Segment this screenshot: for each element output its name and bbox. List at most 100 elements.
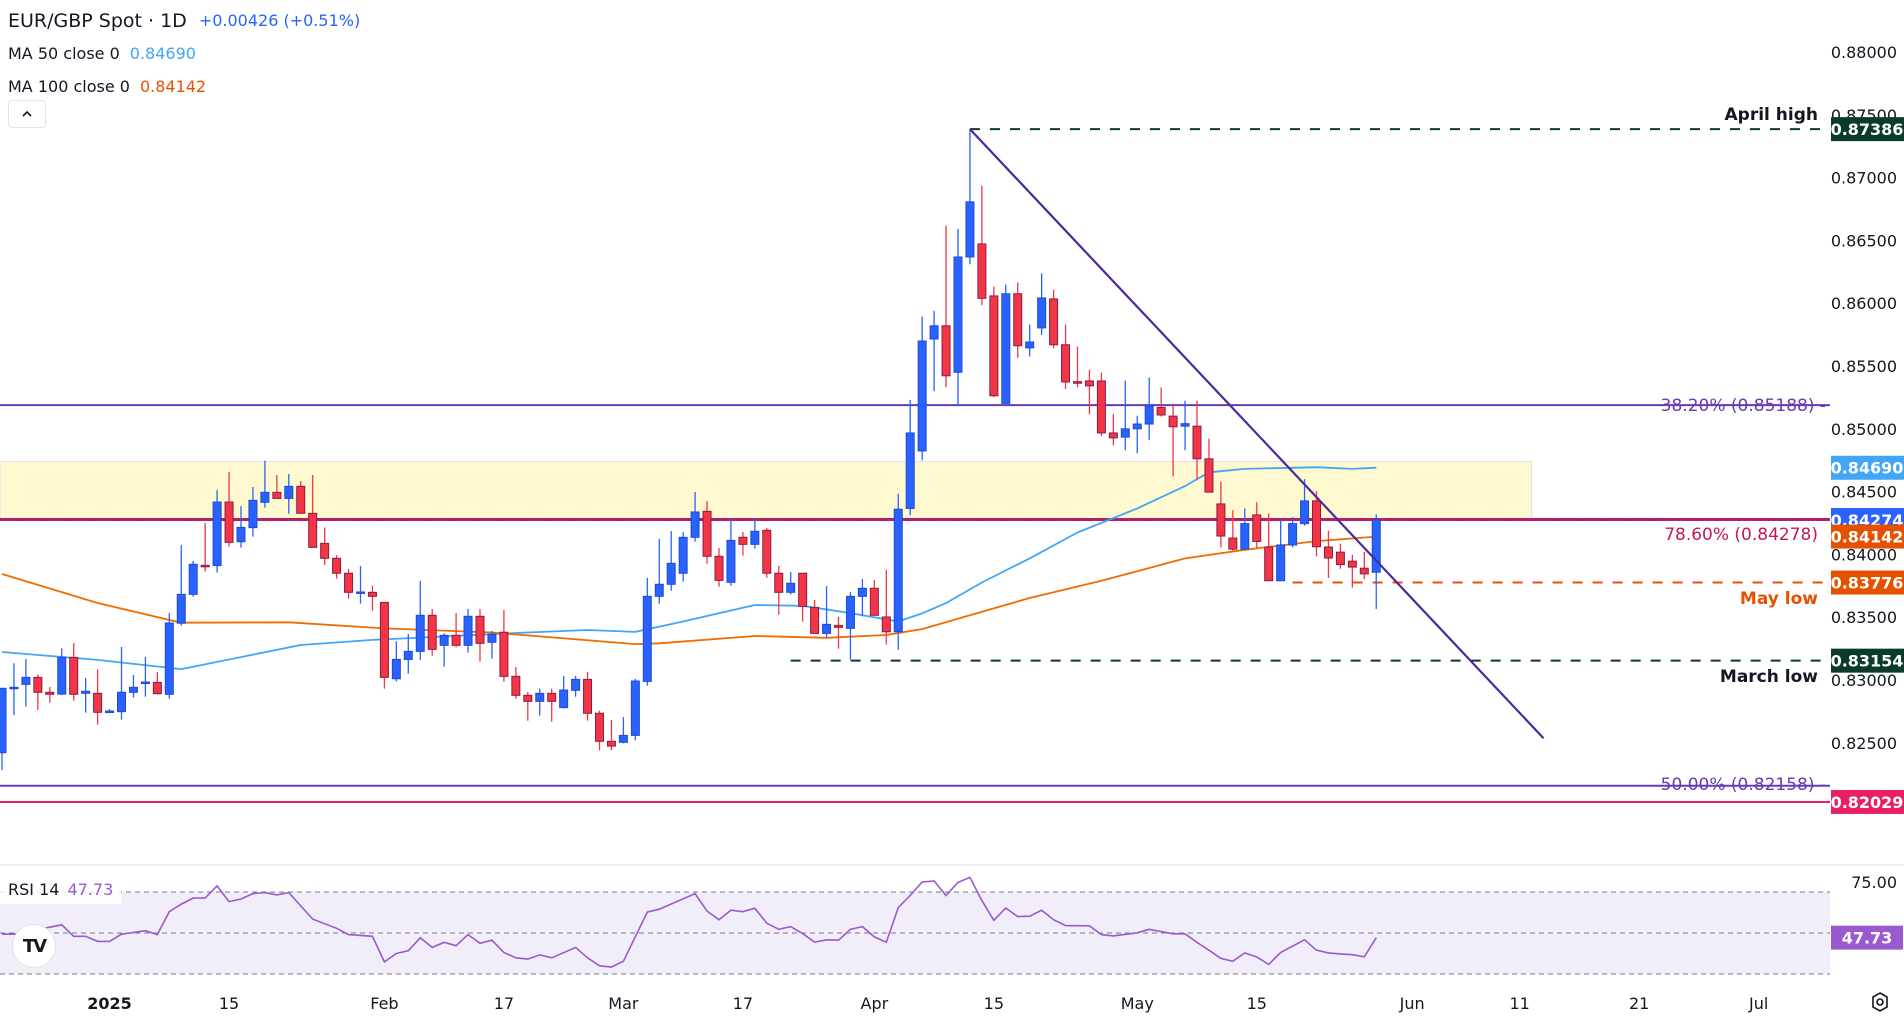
candle (200, 523, 210, 572)
fib-50-label: 50.00% (0.82158) - (1661, 775, 1826, 795)
candle (1120, 380, 1130, 451)
candle (1180, 400, 1190, 451)
candle-body (45, 691, 55, 695)
candle (917, 316, 927, 461)
candle (1096, 372, 1106, 437)
ma50-legend[interactable]: MA 50 close 0 0.84690 (8, 37, 360, 70)
candle-body (272, 491, 282, 499)
candle-body (774, 572, 784, 593)
candle-body (750, 530, 760, 545)
candle-body (678, 536, 688, 574)
descending-trendline[interactable] (969, 128, 1545, 740)
candle (296, 481, 306, 514)
time-axis[interactable]: 2025 15 Feb 17 Mar 17 Apr 15 May 15 Jun 11 21 Jul (87, 994, 1768, 1013)
candle (1276, 519, 1286, 582)
candle (463, 609, 473, 653)
candle-body (1168, 415, 1178, 428)
candle (654, 538, 664, 604)
candle (451, 613, 461, 648)
price-tick-label: 0.85000 (1831, 420, 1897, 439)
candle-body (1347, 560, 1357, 568)
candle-body (786, 582, 796, 593)
candle (1144, 377, 1154, 441)
candle (1049, 289, 1059, 349)
settings-gear-icon[interactable] (1868, 990, 1892, 1014)
candle (523, 692, 533, 721)
candle-body (1180, 423, 1190, 427)
candle (1288, 517, 1298, 548)
candle-body (547, 692, 557, 702)
candle (33, 674, 43, 711)
candle-body (128, 686, 138, 693)
candle-body (117, 691, 126, 713)
ma100-label: MA 100 close 0 (8, 77, 130, 96)
candle-body (857, 587, 867, 597)
candle-body (1323, 546, 1333, 559)
candle-body (1001, 293, 1011, 404)
candle-body (965, 201, 975, 258)
candle (415, 581, 425, 661)
candle-body (1025, 341, 1035, 349)
time-tick-label: Jul (1748, 994, 1768, 1013)
candle-body (1049, 298, 1059, 346)
candle (236, 506, 246, 548)
candle-body (391, 658, 401, 680)
candle (21, 659, 31, 707)
candle-body (726, 539, 736, 583)
candle (630, 678, 640, 741)
candle (893, 493, 903, 650)
symbol-title[interactable]: EUR/GBP Spot · 1D (8, 9, 187, 32)
candle (164, 613, 174, 699)
rsi-legend[interactable]: RSI 14 47.73 (0, 874, 122, 904)
candle-body (1156, 406, 1166, 416)
candle-body (642, 595, 652, 682)
candle-body (845, 595, 855, 629)
candle-body (284, 485, 294, 499)
candle-body (690, 511, 700, 538)
rsi-last-badge-text: 47.73 (1842, 929, 1893, 948)
candle (1228, 510, 1238, 551)
candle (487, 631, 497, 659)
price-tick-label: 0.83000 (1831, 671, 1897, 690)
candle-body (1264, 546, 1274, 582)
candle (1359, 551, 1369, 580)
ma100-legend[interactable]: MA 100 close 0 0.84142 (8, 70, 360, 103)
candle-body (654, 583, 664, 597)
candle-body (403, 650, 413, 660)
price-badge (1831, 789, 1904, 814)
price-badge-text: 0.84690 (1831, 459, 1904, 478)
candle (1073, 346, 1082, 388)
price-badge-text: 0.87386 (1831, 120, 1904, 139)
candle (977, 185, 987, 306)
candle-body (1276, 544, 1286, 582)
price-axis[interactable]: 0.82500 0.83000 0.83500 0.84000 0.84500 0.850… (1831, 43, 1897, 753)
price-badge-text: 0.82029 (1831, 793, 1904, 812)
candle-body (511, 675, 521, 696)
candle-body (1132, 423, 1142, 430)
candle (511, 667, 521, 699)
tradingview-logo-icon[interactable]: TV (12, 924, 56, 968)
candle-body (1120, 428, 1130, 438)
rsi-tick-label: 75.00 (1851, 873, 1897, 892)
candle-body (248, 499, 258, 529)
may-low-label: May low (1740, 589, 1818, 609)
candle-body (69, 656, 79, 695)
collapse-legend-button[interactable] (8, 100, 46, 128)
candle-body (224, 501, 234, 543)
candle (989, 286, 999, 398)
candle-body (1108, 432, 1118, 439)
candle (427, 609, 437, 656)
price-badge-text: 0.83776 (1831, 574, 1904, 593)
candle (332, 555, 342, 579)
candle-body (427, 614, 437, 650)
horizontal-levels (0, 128, 1830, 803)
candle-body (953, 256, 963, 373)
candle-body (523, 694, 533, 702)
candle (726, 518, 736, 586)
time-tick-label: 17 (733, 994, 753, 1013)
candle-body (822, 623, 832, 634)
candle (57, 648, 67, 696)
candle-body (941, 325, 951, 377)
trendline[interactable] (969, 128, 1545, 740)
